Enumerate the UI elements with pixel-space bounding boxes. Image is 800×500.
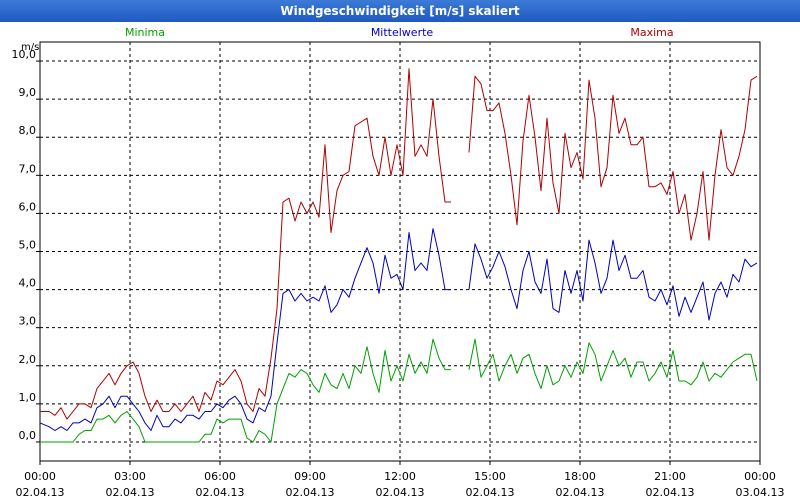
y-tick-label: 10,0 — [12, 48, 37, 61]
series-layer — [39, 68, 758, 443]
x-tick-time: 00:00 — [24, 470, 56, 483]
y-tick-label: 3,0 — [19, 315, 37, 328]
series-line-mittelwerte-2 — [468, 239, 758, 321]
x-tick-date: 02.04.13 — [646, 486, 695, 499]
legend-minima: Minima — [125, 26, 165, 39]
x-tick-date: 02.04.13 — [466, 486, 515, 499]
y-tick-label: 9,0 — [19, 86, 37, 99]
series-line-mittelwerte-1 — [39, 228, 451, 431]
x-tick-time: 12:00 — [384, 470, 416, 483]
wind-speed-chart: 0,0 1,0 2,0 3,0 4,0 5,0 6,0 7,0 8,0 9,0 10,0 00:00 0… — [0, 22, 800, 500]
y-tick-label: 2,0 — [19, 353, 37, 366]
series-line-minima-1 — [40, 338, 451, 443]
y-tick-label: 0,0 — [19, 429, 37, 442]
x-tick-time: 09:00 — [294, 470, 326, 483]
x-tick-date: 02.04.13 — [196, 486, 245, 499]
x-tick-time: 06:00 — [204, 470, 236, 483]
x-tick-date: 03.04.13 — [736, 486, 785, 499]
series-line-maxima-2 — [468, 75, 758, 241]
x-tick-time: 15:00 — [474, 470, 506, 483]
window-title: Windgeschwindigkeit [m/s] skaliert — [0, 0, 800, 22]
axes: 0,0 1,0 2,0 3,0 4,0 5,0 6,0 7,0 8,0 9,0 10,0 00:00 0… — [12, 41, 785, 499]
x-tick-time: 00:00 — [744, 470, 776, 483]
x-tick-date: 02.04.13 — [286, 486, 335, 499]
legend-mittelwerte: Mittelwerte — [371, 26, 434, 39]
series-line-minima-2 — [468, 338, 758, 390]
y-tick-label: 4,0 — [19, 277, 37, 290]
y-tick-label: 8,0 — [19, 124, 37, 137]
y-tick-label: 5,0 — [19, 239, 37, 252]
grid — [40, 42, 760, 461]
x-tick-date: 02.04.13 — [16, 486, 65, 499]
y-tick-label: 7,0 — [19, 162, 37, 175]
x-tick-time: 03:00 — [114, 470, 146, 483]
legend-maxima: Maxima — [630, 26, 673, 39]
y-tick-label: 1,0 — [19, 391, 37, 404]
y-tick-label: 6,0 — [19, 200, 37, 213]
x-tick-date: 02.04.13 — [106, 486, 155, 499]
x-tick-date: 02.04.13 — [556, 486, 605, 499]
x-tick-time: 18:00 — [564, 470, 596, 483]
x-tick-date: 02.04.13 — [376, 486, 425, 499]
series-line-maxima-1 — [40, 68, 451, 420]
y-axis-label: m/s — [21, 42, 39, 53]
x-tick-time: 21:00 — [654, 470, 686, 483]
